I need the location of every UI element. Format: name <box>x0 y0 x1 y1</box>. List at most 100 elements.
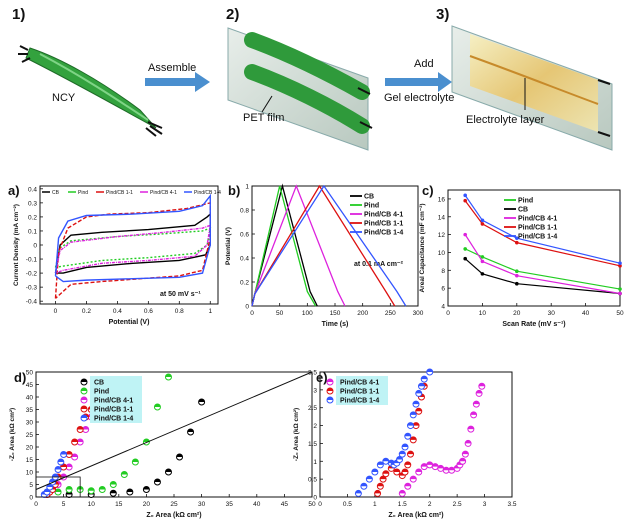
x-tick-label-c: 10 <box>479 310 487 317</box>
legend-label-d: Pind/CB 1-1 <box>94 407 133 414</box>
y-tick-label-e: 3 <box>313 387 317 394</box>
legend-marker-fill-e <box>327 397 333 400</box>
y-tick-label-a: 0.3 <box>28 200 37 207</box>
series-e-pind-cb-4-1-point-fill <box>421 463 428 467</box>
series-e-pind-cb-1-4-point-fill <box>366 476 373 480</box>
series-e-pind-cb-4-1-point-fill <box>478 383 485 387</box>
panel-a: a) 0 0.2 0.4 0.6 0.8 1 -0.4 -0.3 -0.2 -0.1 0 0.1 0.2 0… <box>8 183 221 326</box>
series-e-pind-cb-4-1-point-fill <box>467 426 474 430</box>
gel-label: Gel electrolyte <box>384 92 455 104</box>
series-d-pind-cb-4-1-point-fill <box>60 474 67 478</box>
series-b-pind-cb-1-4 <box>251 184 407 307</box>
y-tick-label-d: 20 <box>26 445 34 452</box>
legend-label-d: Pind/CB 1-4 <box>94 416 133 423</box>
series-e-pind-cb-1-1-point-fill <box>413 422 419 426</box>
y-tick-label-e: 1 <box>313 459 317 466</box>
legend-label-e: Pind/CB 1-4 <box>340 398 379 405</box>
y-tick-label-b: 0.6 <box>240 232 249 239</box>
panel-label-a: a) <box>8 183 20 198</box>
x-axis-label-e: Z₀ Area (kΩ cm²) <box>388 512 443 519</box>
legend-marker-fill-d <box>81 406 87 409</box>
y-tick-label-e: 2 <box>313 423 317 430</box>
x-tick-label-a: 0.6 <box>144 308 153 315</box>
series-d-pind-point-fill <box>55 489 62 492</box>
y-tick-label-d: 30 <box>26 420 34 427</box>
series-d-cb-point-fill <box>165 469 172 472</box>
x-tick-label-d: 45 <box>281 501 289 508</box>
series-e-pind-cb-1-4-point-fill <box>407 422 414 426</box>
series-d-cb-point-fill <box>187 429 194 432</box>
y-tick-label-d: 50 <box>26 370 34 377</box>
legend-bg-d <box>90 376 142 423</box>
series-d-pind-point-fill <box>110 481 117 485</box>
series-e-pind-cb-4-1-point-fill <box>448 467 455 471</box>
series-c-pind-cb-1-1-point <box>515 240 519 245</box>
x-tick-label-b: 50 <box>276 310 284 317</box>
series-c-pind-cb-1-4-point <box>480 218 485 223</box>
series-d-pind-point-fill <box>165 374 172 377</box>
legend-marker-fill-e <box>327 388 333 391</box>
series-c-pind-cb-1-1-point <box>480 222 485 226</box>
panel-label-c: c) <box>422 183 434 198</box>
x-tick-label-b: 100 <box>302 310 313 317</box>
series-c-cb-point <box>463 256 468 261</box>
series-d-pind-point-fill <box>66 486 73 490</box>
series-e-pind-cb-4-1-point-fill <box>470 411 477 415</box>
y-tick-label-e: 0 <box>313 495 317 502</box>
ncy-label: NCY <box>52 92 76 104</box>
series-d-pind-cb-1-4-point-fill <box>52 474 59 477</box>
legend-label-c: CB <box>518 207 528 214</box>
x-tick-label-b: 200 <box>357 310 368 317</box>
x-tick-label-d: 30 <box>198 501 206 508</box>
series-d-pind-point-fill <box>121 471 128 475</box>
series-d-pind-point-fill <box>88 487 95 491</box>
y-tick-label-b: 0 <box>245 304 249 311</box>
series-c-pind-point <box>515 269 519 274</box>
series-d-cb-point-fill <box>154 479 161 482</box>
series-c-cb-point <box>515 281 519 286</box>
x-axis-label-a: Potential (V) <box>109 319 150 326</box>
series-c-pind-cb-4-1-point <box>480 259 485 264</box>
legend-marker-fill-d <box>81 388 87 391</box>
legend-label-d: Pind <box>94 389 109 396</box>
panel-b: b) 0 50 100 150 200 250 300 0 0.2 0.4 0.6 0.8 1 Time (… <box>225 183 424 328</box>
annotation-a: at 50 mV s⁻¹ <box>160 291 201 298</box>
x-tick-label-d: 10 <box>88 501 96 508</box>
series-d-cb-point-fill <box>143 486 150 490</box>
series-e-pind-cb-1-1-point-fill <box>374 490 381 494</box>
x-tick-label-d: 15 <box>115 501 123 508</box>
y-tick-label-d: 5 <box>29 482 33 489</box>
legend-marker-fill-d <box>81 379 87 382</box>
add-arrow <box>385 72 452 92</box>
y-tick-label-d: 25 <box>26 432 34 439</box>
series-e-pind-cb-4-1-point-fill <box>476 390 483 394</box>
panel-label-b: b) <box>228 183 240 198</box>
x-tick-label-c: 50 <box>616 310 624 317</box>
series-e-pind-cb-1-4-point-fill <box>415 390 422 394</box>
series-e-pind-cb-1-4-point-fill <box>418 383 425 387</box>
y-axis-label-d: -Z₀ Area (kΩ cm²) <box>9 408 16 461</box>
x-tick-label-d: 20 <box>143 501 151 508</box>
x-tick-label-c: 40 <box>582 310 590 317</box>
series-d-pind-cb-4-1-point-fill <box>77 439 84 442</box>
series-e-pind-cb-1-4-point-fill <box>426 369 433 372</box>
series-e-pind-cb-1-4-point-fill <box>371 469 378 472</box>
series-d-pind-cb-1-1-point-fill <box>66 451 73 455</box>
x-tick-label-e: 1 <box>373 501 377 508</box>
y-tick-label-e: 3.5 <box>308 370 317 377</box>
series-d-cb-point-fill <box>126 489 133 492</box>
series-e-pind-cb-1-4-point-fill <box>377 461 384 465</box>
series-d-cb-point-fill <box>198 399 205 402</box>
series-c-pind-point <box>480 255 485 259</box>
series-e-pind-cb-1-1-point-fill <box>407 451 414 455</box>
series-c-cb <box>464 258 621 295</box>
y-tick-label-a: -0.3 <box>26 285 38 292</box>
legend-label-e: Pind/CB 4-1 <box>340 380 379 387</box>
series-e-pind-cb-1-4-point-fill <box>402 444 409 447</box>
series-e-pind-cb-4-1-point-fill <box>465 440 472 444</box>
x-tick-label-d: 50 <box>308 501 316 508</box>
ncy-fiber <box>18 45 163 137</box>
legend-label-b: CB <box>364 194 374 201</box>
series-e-pind-cb-4-1-point-fill <box>426 461 433 465</box>
y-tick-label-a: -0.4 <box>26 299 38 306</box>
